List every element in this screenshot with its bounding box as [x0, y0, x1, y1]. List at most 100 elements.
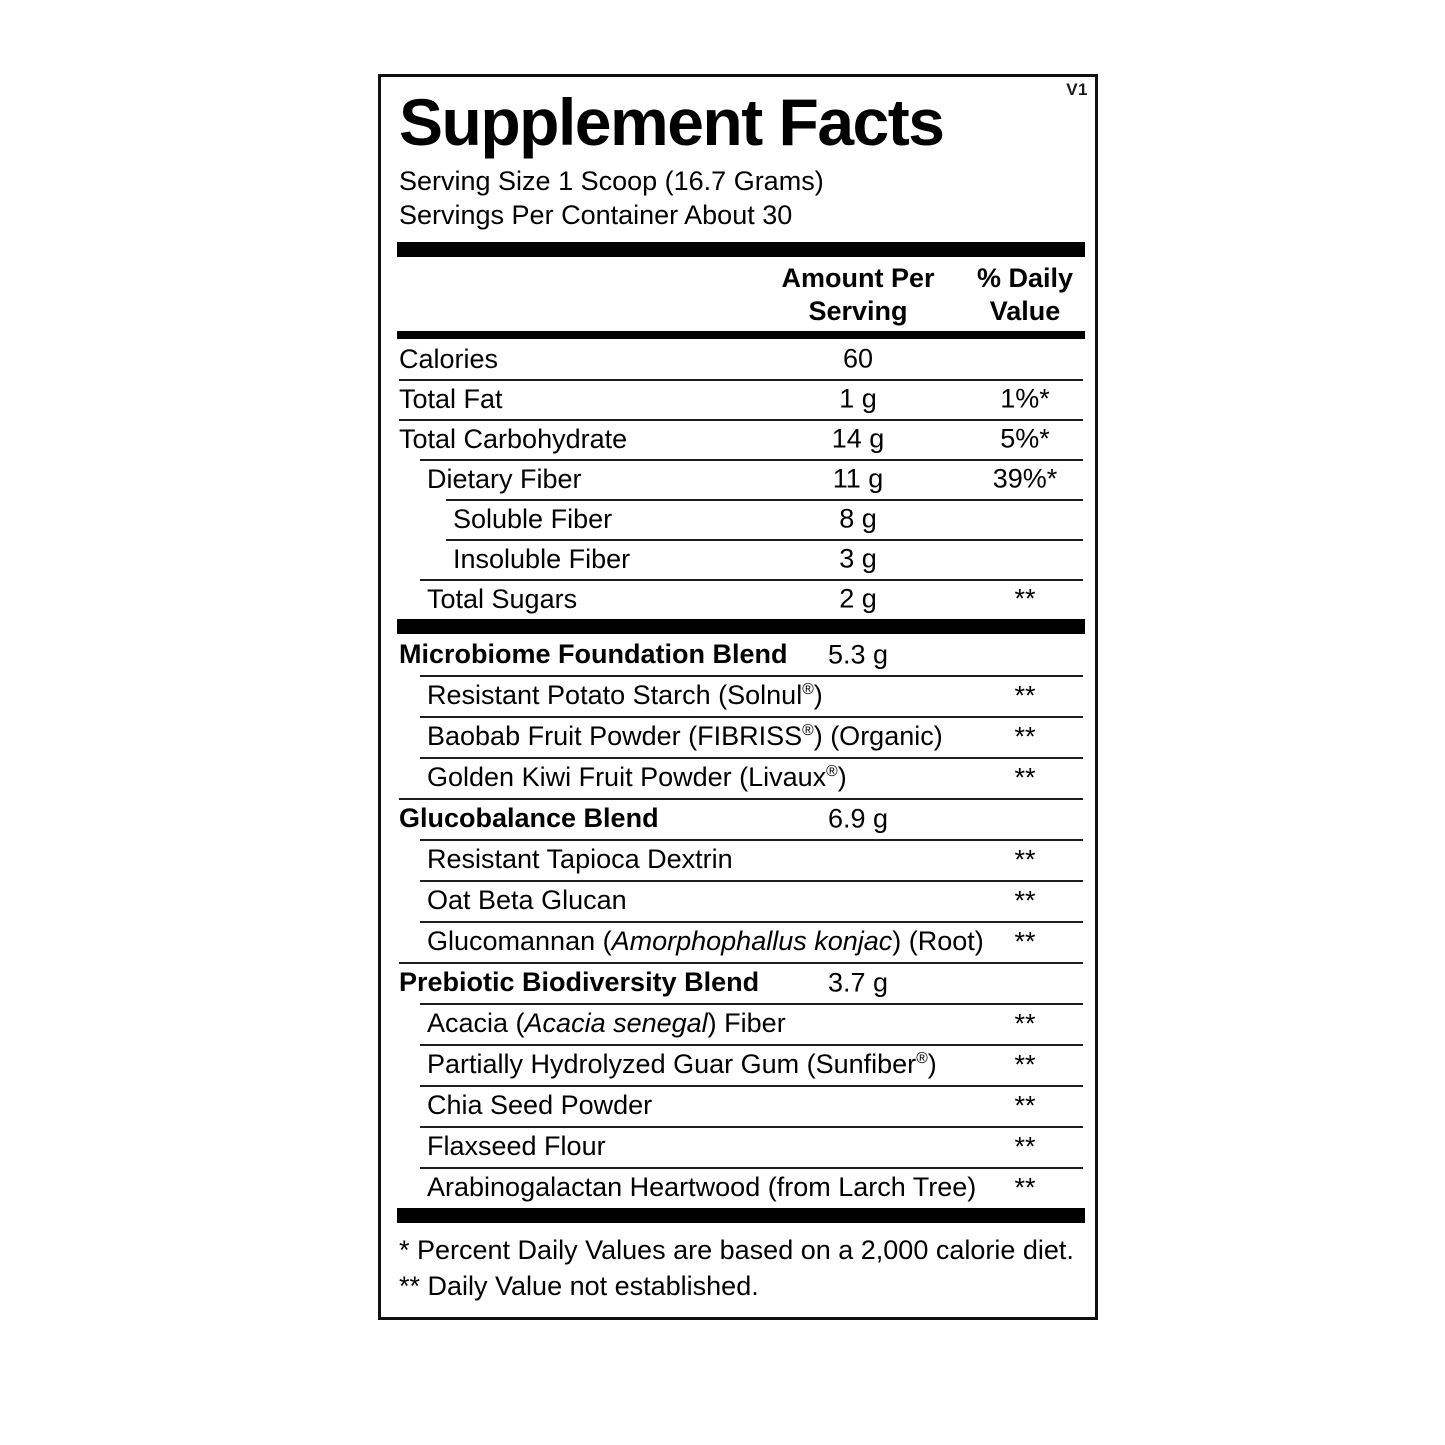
nutrient-row: Dietary Fiber 11 g 39%*	[399, 459, 1083, 499]
daily-value-header: % Daily Value	[976, 263, 1074, 327]
nutrient-row: Soluble Fiber 8 g	[399, 499, 1083, 539]
nutrient-name: Arabinogalactan Heartwood (from Larch Tr…	[427, 1172, 977, 1203]
ingredient-row: Prebiotic Biodiversity Blend 3.7 g	[399, 962, 1083, 1003]
row-separator-rule	[420, 579, 1083, 582]
column-headers: Amount Per Serving % Daily Value	[399, 257, 1083, 331]
ingredient-row: Microbiome Foundation Blend 5.3 g	[399, 634, 1083, 675]
supplement-facts-panel: V1 Supplement Facts Serving Size 1 Scoop…	[378, 74, 1098, 1320]
row-separator-rule	[446, 539, 1083, 542]
nutrient-name: Total Carbohydrate	[399, 423, 628, 454]
serving-info: Serving Size 1 Scoop (16.7 Grams) Servin…	[399, 164, 1083, 232]
amount-value: 8 g	[839, 503, 877, 534]
row-separator-rule	[420, 1003, 1083, 1006]
nutrition-rows: Calories 60 Total Fat 1 g 1%* Total Carbohydr…	[399, 339, 1083, 619]
row-separator-rule	[420, 1085, 1083, 1088]
row-separator-rule	[420, 921, 1083, 924]
nutrient-row: Insoluble Fiber 3 g	[399, 539, 1083, 579]
ingredient-row: Resistant Potato Starch (Solnul®) **	[399, 675, 1083, 716]
ingredient-row: Glucomannan (Amorphophallus konjac) (Roo…	[399, 921, 1083, 962]
nutrient-row: Total Sugars 2 g **	[399, 579, 1083, 619]
amount-value: 11 g	[832, 463, 884, 494]
daily-value: **	[1014, 583, 1036, 614]
daily-value: **	[1014, 1131, 1036, 1162]
nutrient-name: Total Sugars	[427, 583, 578, 614]
daily-value: **	[1014, 926, 1036, 957]
row-separator-rule	[420, 1167, 1083, 1170]
row-separator-rule	[399, 962, 1083, 965]
nutrient-name: Partially Hydrolyzed Guar Gum (Sunfiber®…	[427, 1049, 937, 1080]
row-separator-rule	[420, 716, 1083, 719]
nutrient-name: Chia Seed Powder	[427, 1090, 653, 1121]
daily-value: **	[1014, 1090, 1036, 1121]
nutrient-name: Resistant Potato Starch (Solnul®)	[427, 680, 823, 711]
ingredient-row: Flaxseed Flour **	[399, 1126, 1083, 1167]
nutrient-name: Glucobalance Blend	[399, 803, 659, 834]
nutrient-name: Glucomannan (Amorphophallus konjac) (Roo…	[427, 926, 984, 957]
divider-bar-header	[397, 331, 1085, 340]
nutrient-name: Calories	[399, 343, 499, 374]
footnote-dv-basis: * Percent Daily Values are based on a 2,…	[399, 1235, 1074, 1266]
daily-value: **	[1014, 844, 1036, 875]
nutrient-name: Baobab Fruit Powder (FIBRISS®) (Organic)	[427, 721, 943, 752]
nutrient-name: Total Fat	[399, 383, 503, 414]
daily-value: **	[1014, 721, 1036, 752]
amount-value: 5.3 g	[827, 639, 889, 670]
nutrient-name: Oat Beta Glucan	[427, 885, 627, 916]
servings-per-container: Servings Per Container About 30	[399, 200, 793, 231]
nutrient-row: Total Carbohydrate 14 g 5%*	[399, 419, 1083, 459]
daily-value: 1%*	[1000, 383, 1050, 414]
amount-value: 3 g	[839, 543, 877, 574]
footnote-dv-not-established: ** Daily Value not established.	[399, 1271, 759, 1302]
divider-bar-blends	[397, 619, 1085, 635]
daily-value: **	[1014, 680, 1036, 711]
blend-rows: Microbiome Foundation Blend 5.3 g Resistan…	[399, 634, 1083, 1208]
version-tag: V1	[1066, 80, 1088, 99]
ingredient-row: Baobab Fruit Powder (FIBRISS®) (Organic)…	[399, 716, 1083, 757]
ingredient-row: Partially Hydrolyzed Guar Gum (Sunfiber®…	[399, 1044, 1083, 1085]
nutrient-name: Acacia (Acacia senegal) Fiber	[427, 1008, 786, 1039]
ingredient-row: Resistant Tapioca Dextrin **	[399, 839, 1083, 880]
row-separator-rule	[446, 499, 1083, 502]
ingredient-row: Golden Kiwi Fruit Powder (Livaux®) **	[399, 757, 1083, 798]
amount-value: 6.9 g	[827, 803, 889, 834]
nutrient-name: Prebiotic Biodiversity Blend	[399, 967, 760, 998]
nutrient-name: Insoluble Fiber	[453, 543, 631, 574]
amount-value: 2 g	[839, 583, 877, 614]
nutrient-name: Flaxseed Flour	[427, 1131, 606, 1162]
ingredient-row: Oat Beta Glucan **	[399, 880, 1083, 921]
divider-bar-bottom	[397, 1208, 1085, 1224]
daily-value: 39%*	[992, 463, 1058, 494]
footnotes: * Percent Daily Values are based on a 2,…	[399, 1223, 1083, 1304]
daily-value: **	[1014, 1008, 1036, 1039]
nutrient-row: Calories 60	[399, 339, 1083, 379]
row-separator-rule	[399, 419, 1083, 422]
daily-value: **	[1014, 885, 1036, 916]
nutrient-row: Total Fat 1 g 1%*	[399, 379, 1083, 419]
row-separator-rule	[420, 1044, 1083, 1047]
ingredient-row: Arabinogalactan Heartwood (from Larch Tr…	[399, 1167, 1083, 1208]
panel-title: Supplement Facts	[399, 85, 945, 159]
row-separator-rule	[399, 798, 1083, 801]
ingredient-row: Chia Seed Powder **	[399, 1085, 1083, 1126]
nutrient-name: Golden Kiwi Fruit Powder (Livaux®)	[427, 762, 847, 793]
row-separator-rule	[420, 757, 1083, 760]
daily-value: **	[1014, 1049, 1036, 1080]
nutrient-name: Microbiome Foundation Blend	[399, 639, 788, 670]
daily-value: **	[1014, 1172, 1036, 1203]
amount-per-serving-header: Amount Per Serving	[781, 263, 935, 327]
serving-size: Serving Size 1 Scoop (16.7 Grams)	[399, 166, 824, 197]
ingredient-row: Acacia (Acacia senegal) Fiber **	[399, 1003, 1083, 1044]
row-separator-rule	[420, 675, 1083, 678]
divider-bar-top	[397, 242, 1085, 258]
amount-value: 14 g	[831, 423, 885, 454]
amount-value: 1 g	[839, 383, 877, 414]
ingredient-row: Glucobalance Blend 6.9 g	[399, 798, 1083, 839]
nutrient-name: Soluble Fiber	[453, 503, 613, 534]
nutrient-name: Dietary Fiber	[427, 463, 582, 494]
daily-value: **	[1014, 762, 1036, 793]
amount-value: 3.7 g	[827, 967, 889, 998]
row-separator-rule	[420, 459, 1083, 462]
daily-value: 5%*	[1000, 423, 1050, 454]
row-separator-rule	[420, 1126, 1083, 1129]
row-separator-rule	[399, 379, 1083, 382]
